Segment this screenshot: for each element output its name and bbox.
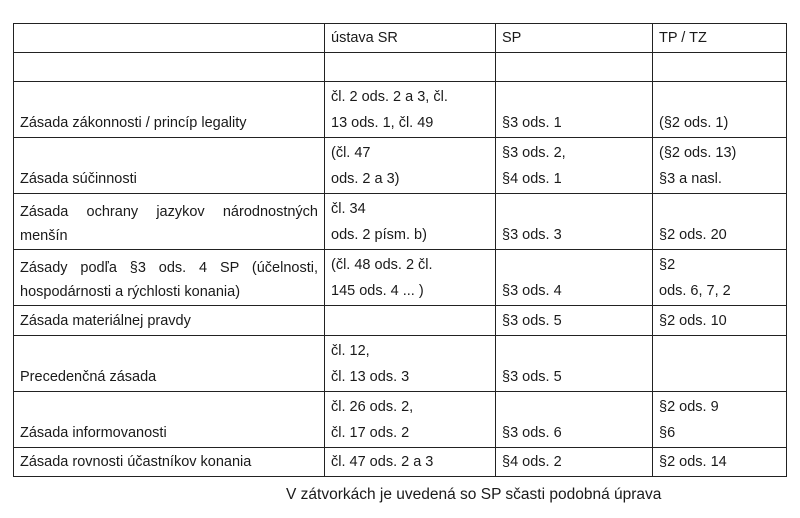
reference-cell — [324, 305, 496, 336]
principle-cell: Zásady podľa §3 ods. 4 SP (účelnosti, ho… — [13, 249, 325, 306]
table-row: Zásada rovnosti účastníkov konania čl. 47… — [13, 447, 787, 477]
reference-cell: §3 ods. 5 — [495, 305, 653, 336]
table-row: Zásada materiálnej pravdy §3 ods. 5 §2 ods… — [13, 305, 787, 336]
reference-cell: §2 ods. 6, 7, 2 — [652, 249, 787, 306]
principle-cell: Zásada súčinnosti — [13, 137, 325, 194]
principle-cell — [13, 52, 325, 82]
reference-cell: čl. 34 ods. 2 písm. b) — [324, 193, 496, 250]
table-row: Zásady podľa §3 ods. 4 SP (účelnosti, ho… — [13, 249, 787, 306]
reference-cell: čl. 12, čl. 13 ods. 3 — [324, 335, 496, 392]
reference-cell — [324, 52, 496, 82]
reference-cell: čl. 26 ods. 2, čl. 17 ods. 2 — [324, 391, 496, 448]
reference-cell: §2 ods. 10 — [652, 305, 787, 336]
principle-cell: Precedenčná zásada — [13, 335, 325, 392]
table-row: Zásada súčinnosti (čl. 47 ods. 2 a 3) §3 o… — [13, 137, 787, 194]
table-row: Zásada informovanosti čl. 26 ods. 2, čl. … — [13, 391, 787, 448]
column-header — [13, 23, 325, 53]
reference-cell: (§2 ods. 13) §3 a nasl. — [652, 137, 787, 194]
reference-cell: §2 ods. 9 §6 — [652, 391, 787, 448]
column-header: ústava SR — [324, 23, 496, 53]
reference-cell: §3 ods. 3 — [495, 193, 653, 250]
reference-cell — [652, 335, 787, 392]
footnote: V zátvorkách je uvedená so SP sčasti pod… — [286, 486, 662, 503]
table-row: Zásada zákonnosti / princíp legality čl. … — [13, 81, 787, 138]
table-row — [13, 52, 787, 82]
table-row: Precedenčná zásada čl. 12, čl. 13 ods. 3 §… — [13, 335, 787, 392]
reference-cell: §3 ods. 1 — [495, 81, 653, 138]
principle-cell: Zásada informovanosti — [13, 391, 325, 448]
reference-cell: čl. 47 ods. 2 a 3 — [324, 447, 496, 477]
principle-cell: Zásada zákonnosti / princíp legality — [13, 81, 325, 138]
reference-cell: §3 ods. 6 — [495, 391, 653, 448]
reference-cell: §2 ods. 20 — [652, 193, 787, 250]
reference-cell — [652, 52, 787, 82]
reference-cell: čl. 2 ods. 2 a 3, čl. 13 ods. 1, čl. 49 — [324, 81, 496, 138]
reference-cell: (čl. 48 ods. 2 čl. 145 ods. 4 ... ) — [324, 249, 496, 306]
principle-cell: Zásada rovnosti účastníkov konania — [13, 447, 325, 477]
reference-cell: (§2 ods. 1) — [652, 81, 787, 138]
reference-cell: §4 ods. 2 — [495, 447, 653, 477]
principles-table: ústava SR SP TP / TZ Zásada zákonnosti / pr… — [13, 23, 787, 477]
principle-cell: Zásada materiálnej pravdy — [13, 305, 325, 336]
reference-cell: (čl. 47 ods. 2 a 3) — [324, 137, 496, 194]
reference-cell — [495, 52, 653, 82]
document: ústava SR SP TP / TZ Zásada zákonnosti / pr… — [13, 23, 787, 503]
reference-cell: §3 ods. 2, §4 ods. 1 — [495, 137, 653, 194]
reference-cell: §3 ods. 5 — [495, 335, 653, 392]
column-header: TP / TZ — [652, 23, 787, 53]
column-header: SP — [495, 23, 653, 53]
table-row: Zásada ochrany jazykov národnostných men… — [13, 193, 787, 250]
reference-cell: §3 ods. 4 — [495, 249, 653, 306]
header-row: ústava SR SP TP / TZ — [13, 23, 787, 53]
principle-cell: Zásada ochrany jazykov národnostných men… — [13, 193, 325, 250]
reference-cell: §2 ods. 14 — [652, 447, 787, 477]
